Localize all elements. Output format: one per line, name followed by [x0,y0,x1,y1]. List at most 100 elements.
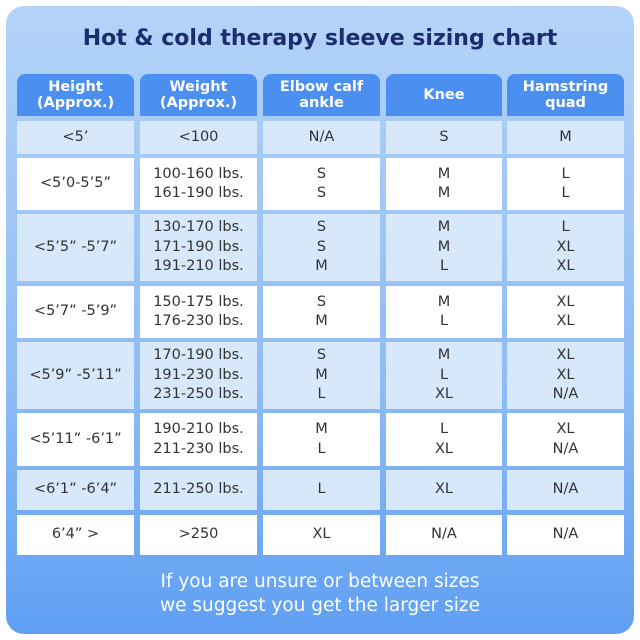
cell-text: N/A [552,526,579,543]
cell-text: M [315,258,328,275]
cell-text: 6’4” > [51,526,100,543]
cell-text: 100-160 lbs. [153,165,244,182]
cell-text: <5’0-5’5” [39,175,111,192]
cell-text: M [437,347,451,364]
cell-text: M [437,185,451,201]
cell-text: N/A [552,386,579,403]
table-cell: <5’7” -5’9” [17,286,134,338]
table-cell: L XL [386,413,502,466]
cell-text: N/A [552,440,579,457]
cell-text: Hamstring [522,79,609,95]
cell-text: XL [556,313,575,329]
cell-text: XL [434,440,453,457]
cell-text: N/A [552,481,579,498]
cell-text: <5’5” -5’7” [33,238,118,255]
footer-text: If you are unsure or between sizes [160,571,480,592]
cell-text: <5’ [62,128,89,145]
cell-text: XL [556,293,575,310]
cell-text: M [315,313,328,329]
cell-text: M [437,219,451,236]
cell-text: 211-250 lbs. [153,481,244,498]
table-cell: >250 [140,515,257,555]
cell-text: 191-230 lbs. [153,366,244,383]
cell-text: Height [48,79,103,95]
cell-text: L [561,219,570,236]
cell-text: 161-190 lbs. [153,185,244,201]
table-cell: XL XL N/A [507,342,624,409]
cell-text: L [439,313,449,329]
cell-text: L [439,258,449,275]
table-cell: L [263,470,380,510]
table-cell: M L XL [386,342,502,409]
table-cell: M [507,121,624,154]
title: Hot & cold therapy sleeve sizing chart [82,26,558,51]
cell-text: <5’7” -5’9” [33,303,118,320]
table-cell: N/A [507,515,624,555]
table-cell: 170-190 lbs. 191-230 lbs. 231-250 lbs. [140,342,257,409]
table-cell: N/A [507,470,624,510]
cell-text: Elbow calf [279,79,364,95]
table-cell: 211-250 lbs. [140,470,257,510]
table-cell: N/A [386,515,502,555]
cell-text: XL [556,366,575,383]
cell-text: 171-190 lbs. [153,238,244,255]
cell-text: M [437,165,451,182]
cell-text: XL [434,481,453,498]
cell-text: S [316,185,327,201]
table-cell: 130-170 lbs. 171-190 lbs. 191-210 lbs. [140,214,257,281]
cell-text: XL [556,258,575,275]
cell-text: 211-230 lbs. [153,440,244,457]
cell-text: Knee [423,87,465,103]
cell-text: L [561,185,570,201]
table-cell: <5’9” -5’11” [17,342,134,409]
cell-text: XL [556,421,575,437]
table-cell: XL XL [507,286,624,338]
cell-text: S [316,293,327,310]
cell-text: M [315,366,328,383]
table-cell: <100 [140,121,257,154]
cell-text: <5’11” -6’1” [29,430,122,447]
table-cell: <5’5” -5’7” [17,214,134,281]
header-cell: Elbow calf ankle [263,74,380,116]
table-cell: <6’1” -6’4” [17,470,134,510]
cell-text: XL [556,238,575,255]
cell-text: M [559,128,572,145]
cell-text: (Approx.) [159,95,238,111]
cell-text: S [316,165,327,182]
table-cell: 6’4” > [17,515,134,555]
cell-text: L [439,421,449,437]
cell-text: ankle [299,95,344,111]
cell-text: L [317,481,326,498]
table-cell: XL [386,470,502,510]
header-cell: Hamstring quad [507,74,624,116]
cell-text: <100 [178,128,219,145]
cell-text: quad [545,95,586,111]
cell-text: 170-190 lbs. [153,347,244,364]
table-cell: XL [263,515,380,555]
cell-text: XL [556,347,575,364]
cell-text: M [315,421,328,437]
cell-text: 176-230 lbs. [153,313,244,329]
cell-text: 150-175 lbs. [153,293,244,310]
table-cell: S [386,121,502,154]
header-cell: Knee [386,74,502,116]
cell-text: 191-210 lbs. [153,258,244,275]
table-cell: 150-175 lbs. 176-230 lbs. [140,286,257,338]
cell-text: XL [312,526,331,543]
table-cell: 190-210 lbs. 211-230 lbs. [140,413,257,466]
cell-text: 190-210 lbs. [153,421,244,437]
cell-text: N/A [308,128,335,145]
cell-text: S [316,219,327,236]
cell-text: S [316,238,327,255]
cell-text: L [317,386,326,403]
cell-text: Weight [169,79,228,95]
cell-text: <6’1” -6’4” [33,481,118,498]
header-cell: Height (Approx.) [17,74,134,116]
table-cell: <5’11” -6’1” [17,413,134,466]
